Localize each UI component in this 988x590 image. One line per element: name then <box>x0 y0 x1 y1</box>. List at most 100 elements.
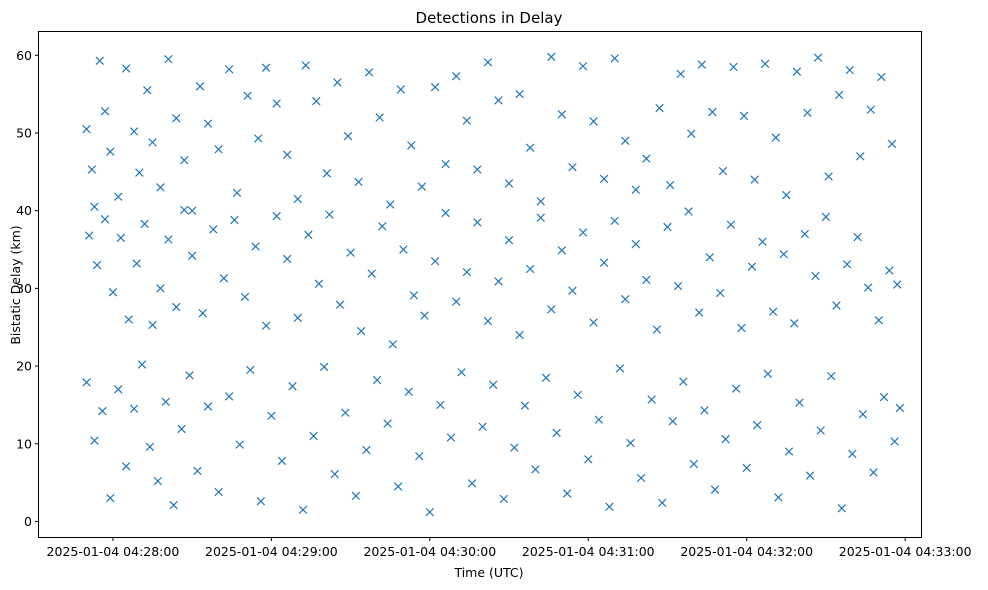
data-point <box>779 249 788 259</box>
data-point <box>885 266 894 275</box>
data-point <box>277 456 287 466</box>
data-point <box>169 500 178 510</box>
data-point <box>684 207 693 216</box>
data-point <box>304 230 313 240</box>
data-point <box>510 443 519 452</box>
data-point <box>826 371 836 381</box>
data-point <box>319 362 329 372</box>
data-point <box>108 288 118 297</box>
data-point <box>718 166 728 176</box>
x-tick-label: 2025-01-04 04:30:00 <box>363 544 496 559</box>
data-point <box>687 129 696 139</box>
data-point <box>436 400 445 410</box>
y-tick-label: 40 <box>16 203 32 218</box>
data-point <box>750 175 759 184</box>
data-point <box>863 283 873 292</box>
data-point <box>742 463 751 473</box>
data-point <box>288 382 297 391</box>
y-tick-label: 20 <box>16 359 32 374</box>
data-point <box>866 105 876 114</box>
data-point <box>251 242 260 251</box>
data-point <box>393 482 403 491</box>
data-point <box>129 404 139 414</box>
data-point <box>790 319 799 328</box>
data-point <box>187 206 197 215</box>
data-point <box>834 90 844 100</box>
y-tick-label: 0 <box>24 514 32 529</box>
y-axis: 0 10 20 30 40 50 60 <box>16 48 39 529</box>
y-tick-label: 50 <box>16 126 32 141</box>
data-point <box>106 493 115 503</box>
data-point <box>893 280 902 289</box>
data-point <box>573 390 582 400</box>
data-point <box>668 417 677 426</box>
data-point <box>874 316 883 325</box>
data-point <box>621 295 630 304</box>
data-point <box>552 428 561 438</box>
data-point <box>584 455 593 464</box>
data-point <box>589 318 598 327</box>
data-point <box>90 436 99 445</box>
data-point <box>219 274 229 283</box>
data-point <box>694 308 704 317</box>
data-point <box>441 208 450 218</box>
data-point <box>180 205 189 215</box>
data-point <box>343 131 353 141</box>
data-point <box>890 437 899 446</box>
data-point <box>415 451 424 461</box>
data-point <box>148 138 157 147</box>
data-point <box>298 505 308 515</box>
data-point <box>531 465 540 474</box>
data-point <box>708 107 717 117</box>
data-point <box>467 479 477 488</box>
data-point <box>800 229 810 239</box>
data-point <box>515 330 524 340</box>
data-point <box>795 398 804 407</box>
data-point <box>124 315 134 324</box>
data-point <box>243 91 252 100</box>
data-point <box>272 99 281 108</box>
data-point <box>557 246 567 255</box>
data-point <box>404 387 413 396</box>
data-point <box>710 485 720 494</box>
data-point <box>700 406 709 415</box>
data-point <box>309 431 318 441</box>
data-point <box>716 288 725 298</box>
data-point <box>758 237 767 246</box>
data-point <box>161 397 170 407</box>
data-point <box>520 401 530 410</box>
data-point <box>642 154 651 163</box>
chart-title: Detections in Delay <box>416 9 563 27</box>
data-point <box>322 169 332 178</box>
data-point <box>143 86 152 95</box>
data-point <box>679 377 688 386</box>
data-point <box>82 378 91 387</box>
data-point <box>372 375 382 385</box>
data-point <box>821 212 831 222</box>
data-point <box>172 302 181 312</box>
data-point <box>895 403 905 413</box>
data-point <box>253 134 263 143</box>
data-point <box>232 188 242 198</box>
data-point <box>351 491 361 501</box>
data-point <box>261 321 271 330</box>
data-point <box>515 89 524 99</box>
data-point <box>578 61 588 71</box>
data-point <box>782 190 791 200</box>
data-point <box>156 183 165 192</box>
x-tick-label: 2025-01-04 04:32:00 <box>680 544 813 559</box>
data-point <box>330 469 339 479</box>
data-point <box>832 301 841 310</box>
data-point <box>180 155 189 165</box>
data-point <box>156 284 165 293</box>
data-point <box>631 185 641 194</box>
data-point <box>187 251 197 260</box>
data-point <box>837 504 847 513</box>
plot-frame <box>38 31 922 538</box>
data-point <box>301 61 310 70</box>
data-point <box>341 408 350 417</box>
data-point <box>536 213 545 222</box>
data-point <box>483 316 493 326</box>
y-tick-label: 30 <box>16 281 32 296</box>
